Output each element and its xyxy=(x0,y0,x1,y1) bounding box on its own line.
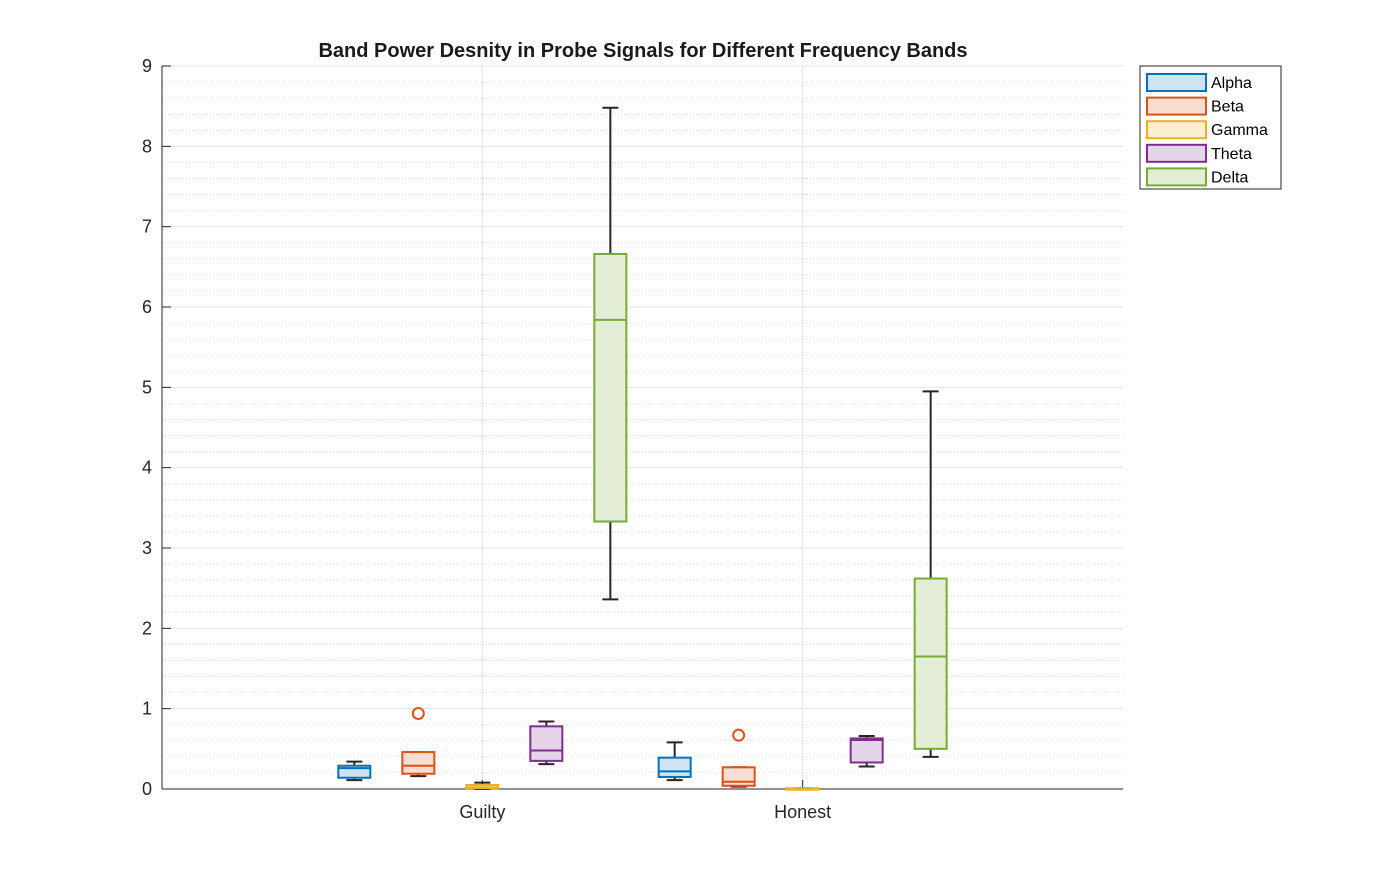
legend-swatch xyxy=(1146,167,1207,187)
outlier-point xyxy=(732,728,746,742)
box-gamma-honest xyxy=(785,787,820,791)
legend-label: Delta xyxy=(1211,169,1248,186)
box-iqr xyxy=(657,756,692,778)
box-iqr xyxy=(913,577,948,750)
box-gamma-guilty xyxy=(465,781,500,790)
legend-swatch xyxy=(1146,73,1207,92)
y-tick-label: 6 xyxy=(142,297,152,317)
y-tick-label: 1 xyxy=(142,699,152,719)
legend-label: Gamma xyxy=(1211,122,1268,139)
grid-lines xyxy=(162,65,1123,790)
x-tick-label: Guilty xyxy=(459,802,505,822)
y-tick-label: 7 xyxy=(142,217,152,237)
y-tick-label: 5 xyxy=(142,377,152,397)
box-alpha-guilty xyxy=(337,760,372,782)
box-beta-guilty xyxy=(401,706,436,778)
legend-label: Alpha xyxy=(1211,75,1252,92)
box-delta-guilty xyxy=(593,106,628,601)
y-tick-label: 8 xyxy=(142,136,152,156)
legend-item-beta[interactable]: Beta xyxy=(1146,96,1244,116)
y-tick-label: 3 xyxy=(142,538,152,558)
legend-label: Theta xyxy=(1211,146,1252,163)
chart-title: Band Power Desnity in Probe Signals for … xyxy=(318,40,967,62)
box-plots xyxy=(337,106,948,791)
box-iqr xyxy=(593,252,628,523)
legend-item-delta[interactable]: Delta xyxy=(1146,167,1248,187)
legend-swatch xyxy=(1146,96,1207,116)
y-tick-label: 0 xyxy=(142,779,152,799)
x-axis-ticks: Guilty Honest xyxy=(459,780,831,822)
outlier-point xyxy=(411,706,425,720)
x-tick-label: Honest xyxy=(774,802,831,822)
legend-swatch xyxy=(1146,143,1207,163)
box-iqr xyxy=(849,737,884,764)
box-beta-honest xyxy=(721,728,756,788)
box-theta-guilty xyxy=(529,720,564,766)
box-delta-honest xyxy=(913,390,948,758)
box-iqr xyxy=(529,725,564,762)
box-iqr xyxy=(401,751,436,775)
axes xyxy=(161,66,1123,790)
y-axis-ticks: 0 1 2 3 4 5 6 7 8 9 xyxy=(142,56,171,799)
legend-item-gamma[interactable]: Gamma xyxy=(1146,120,1268,140)
box-theta-honest xyxy=(849,734,884,768)
legend-item-alpha[interactable]: Alpha xyxy=(1146,73,1252,92)
box-alpha-honest xyxy=(657,741,692,782)
y-tick-label: 4 xyxy=(142,458,152,478)
y-tick-label: 2 xyxy=(142,618,152,638)
legend-swatch xyxy=(1146,120,1207,140)
box-iqr xyxy=(721,766,756,787)
legend-label: Beta xyxy=(1211,99,1244,116)
legend-item-theta[interactable]: Theta xyxy=(1146,143,1252,163)
legend[interactable]: Alpha Beta Gamma Theta Delta xyxy=(1139,65,1282,190)
y-tick-label: 9 xyxy=(142,56,152,76)
